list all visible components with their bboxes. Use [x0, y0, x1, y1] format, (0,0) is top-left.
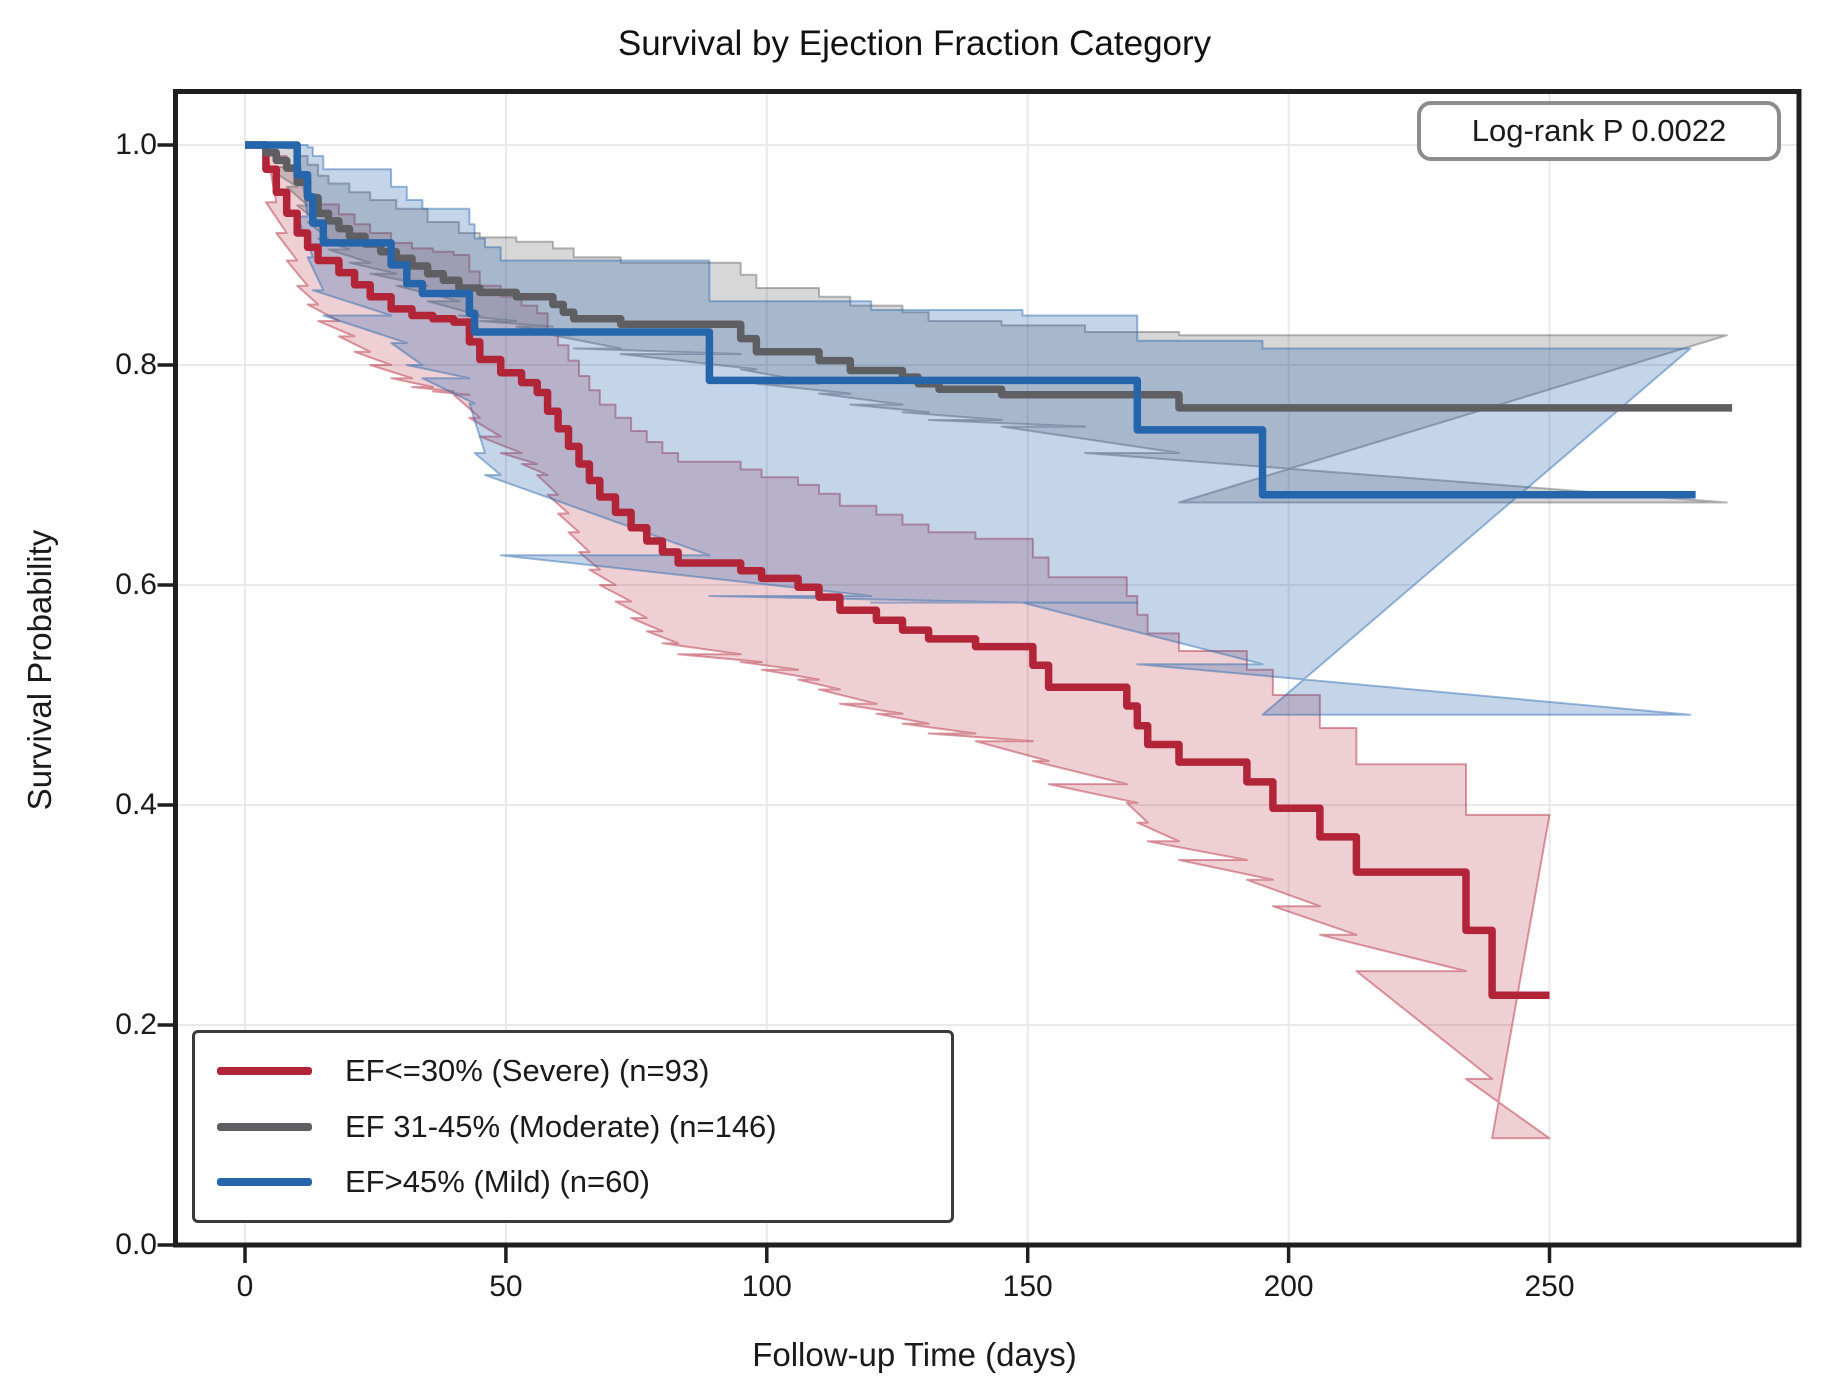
y-tick-label: 0.4 — [115, 788, 157, 821]
x-tick-label: 50 — [489, 1270, 523, 1303]
y-tick-label: 0.6 — [115, 568, 157, 601]
legend-item: EF 31-45% (Moderate) (n=146) — [195, 1109, 951, 1145]
x-tick-label: 200 — [1263, 1270, 1314, 1303]
legend-swatch-moderate — [217, 1122, 312, 1131]
legend-label: EF<=30% (Severe) (n=93) — [345, 1052, 710, 1088]
legend-swatch-severe — [217, 1066, 312, 1075]
legend-label: EF>45% (Mild) (n=60) — [345, 1164, 650, 1200]
legend-swatch-mild — [217, 1178, 312, 1187]
chart-title: Survival by Ejection Fraction Category — [617, 24, 1212, 63]
x-tick-label: 150 — [1002, 1270, 1053, 1303]
survival-curve-0 — [245, 141, 1550, 1000]
y-tick-label: 0.8 — [115, 348, 157, 381]
logrank-annotation: Log-rank P 0.0022 — [1417, 101, 1781, 161]
x-tick-label: 100 — [741, 1270, 792, 1303]
ci-band-2 — [296, 144, 1692, 716]
y-tick-label: 0.0 — [115, 1228, 157, 1261]
legend: EF<=30% (Severe) (n=93) EF 31-45% (Moder… — [192, 1030, 954, 1223]
legend-item: EF<=30% (Severe) (n=93) — [195, 1053, 951, 1089]
legend-label: EF 31-45% (Moderate) (n=146) — [345, 1108, 777, 1144]
y-tick-label: 1.0 — [115, 128, 157, 161]
y-axis-label: Survival Probability — [21, 529, 58, 811]
survival-curve-2 — [245, 141, 1696, 499]
x-axis-label: Follow-up Time (days) — [752, 1336, 1077, 1373]
plot-border — [173, 89, 1802, 1248]
x-tick-label: 250 — [1524, 1270, 1575, 1303]
y-tick-label: 0.2 — [115, 1008, 157, 1041]
x-tick-label: 0 — [236, 1270, 254, 1303]
ci-band-0 — [264, 146, 1551, 1140]
legend-item: EF>45% (Mild) (n=60) — [195, 1164, 951, 1200]
